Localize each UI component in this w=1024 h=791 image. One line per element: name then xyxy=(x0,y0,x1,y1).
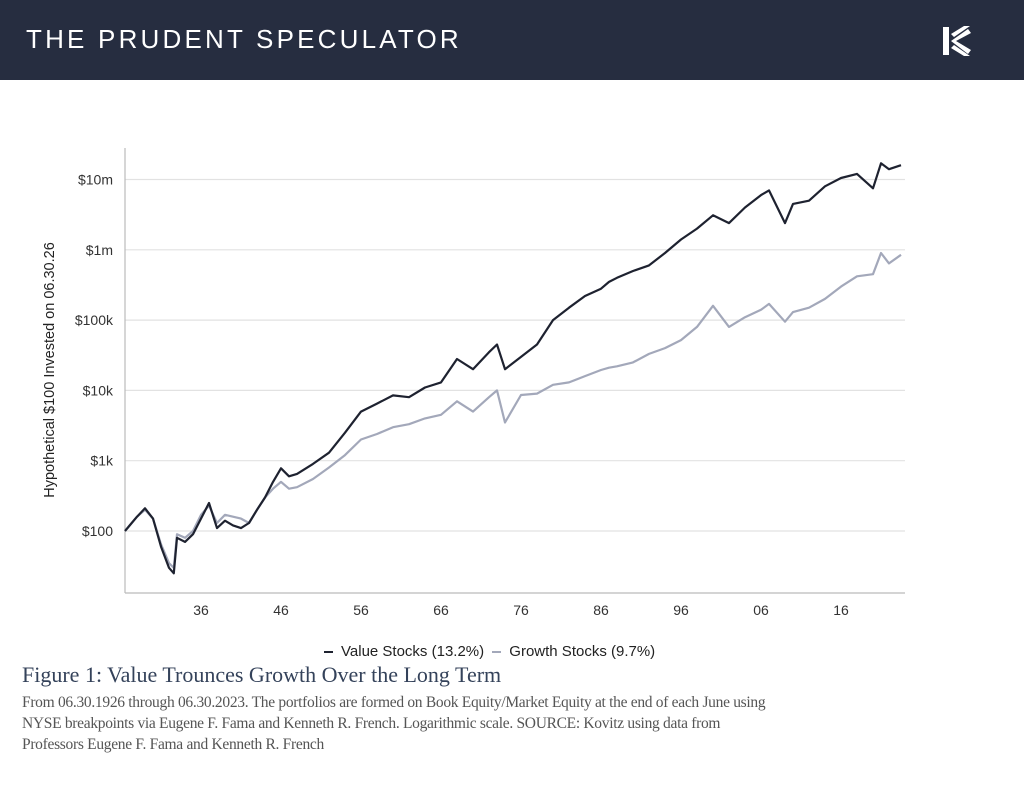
x-tick-label: 06 xyxy=(753,602,769,618)
y-tick-label: $100 xyxy=(82,523,113,539)
legend-swatch-value xyxy=(324,651,333,654)
x-tick-label: 76 xyxy=(513,602,529,618)
y-tick-label: $100k xyxy=(75,312,114,328)
x-tick-label: 66 xyxy=(433,602,449,618)
brand-title: THE PRUDENT SPECULATOR xyxy=(26,24,462,54)
y-tick-label: $10m xyxy=(78,172,113,188)
legend-label-growth: Growth Stocks (9.7%) xyxy=(509,643,656,660)
x-tick-label: 86 xyxy=(593,602,609,618)
legend-swatch-growth xyxy=(492,651,502,654)
legend-item-value: Value Stocks (13.2%) xyxy=(320,643,484,660)
legend-label-value: Value Stocks (13.2%) xyxy=(341,643,485,660)
x-tick-label: 16 xyxy=(833,602,849,618)
y-tick-label: $1m xyxy=(86,242,113,258)
x-tick-label: 36 xyxy=(193,602,209,618)
series-line-growth xyxy=(124,251,902,569)
header-bar: THE PRUDENT SPECULATOR xyxy=(0,0,1024,80)
line-chart: $100 $1k $10k $100k $1m $10m 36 46 56 66 76 86 96 06 1… xyxy=(42,148,905,618)
y-tick-label: $1k xyxy=(90,453,114,469)
x-tick-label: 46 xyxy=(273,602,289,618)
y-axis-label: Hypothetical $100 Invested on 06.30.26 xyxy=(42,242,58,498)
x-tick-label: 56 xyxy=(353,602,369,618)
y-tick-label: $10k xyxy=(83,382,114,398)
figure-caption: From 06.30.1926 through 06.30.2023. The … xyxy=(22,694,766,753)
x-tick-label: 96 xyxy=(673,602,689,618)
kovitz-k-logo-icon xyxy=(943,26,971,56)
legend-item-growth: Growth Stocks (9.7%) xyxy=(488,643,655,660)
series-line-value xyxy=(124,162,902,575)
figure-title: Figure 1: Value Trounces Growth Over the… xyxy=(22,662,502,687)
chart-legend: Value Stocks (13.2%) Growth Stocks (9.7%… xyxy=(320,643,655,660)
